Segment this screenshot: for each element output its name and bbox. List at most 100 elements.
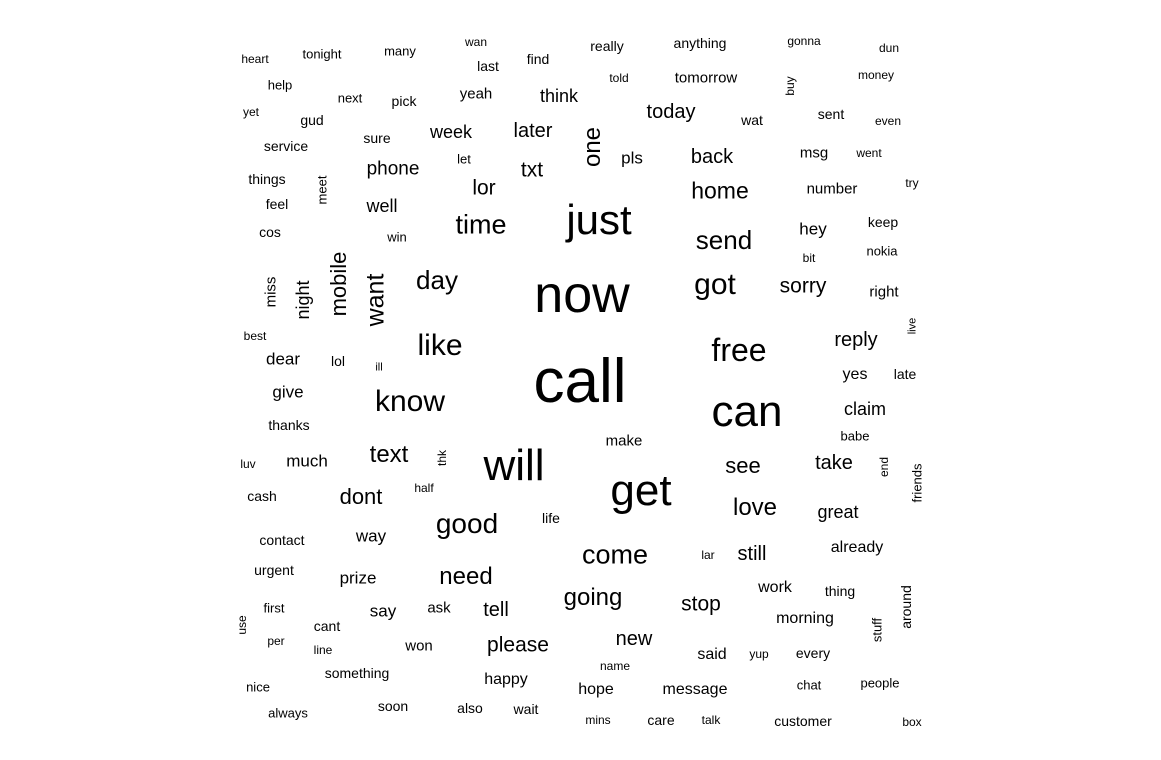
word-number: number [806, 180, 858, 198]
word-dun: dun [878, 41, 900, 55]
word-told: told [609, 71, 629, 85]
word-said: said [697, 646, 727, 663]
word-yet: yet [242, 105, 260, 119]
word-even: even [874, 114, 902, 128]
word-around: around [898, 585, 914, 629]
word-babe: babe [840, 428, 870, 444]
word-ill: ill [375, 361, 383, 374]
word-work: work [758, 579, 792, 596]
word-one: one [579, 126, 606, 168]
word-wait: wait [513, 701, 539, 717]
word-right: right [869, 283, 899, 301]
word-talk: talk [701, 713, 721, 727]
word-sorry: sorry [779, 274, 827, 298]
word-thanks: thanks [268, 417, 310, 433]
word-back: back [690, 146, 734, 168]
word-half: half [414, 481, 434, 495]
word-cash: cash [247, 488, 277, 504]
word-now: now [534, 266, 630, 324]
word-money: money [857, 68, 895, 82]
word-chat: chat [796, 677, 822, 693]
word-txt: txt [520, 158, 544, 182]
word-heart: heart [241, 52, 269, 66]
word-say: say [369, 601, 397, 621]
word-tomorrow: tomorrow [674, 69, 738, 87]
word-nice: nice [246, 679, 270, 695]
word-hey: hey [799, 219, 827, 239]
word-good: good [435, 508, 499, 539]
word-gud: gud [300, 112, 324, 128]
word-night: night [293, 280, 313, 320]
word-see: see [725, 453, 761, 478]
word-mobile: mobile [326, 251, 351, 317]
word-life: life [542, 510, 560, 526]
word-like: like [417, 329, 463, 362]
word-really: really [590, 38, 624, 54]
word-msg: msg [799, 144, 829, 162]
word-think: think [539, 86, 579, 106]
word-reply: reply [834, 329, 878, 351]
word-prize: prize [339, 568, 377, 588]
word-yes: yes [842, 366, 868, 383]
word-stop: stop [681, 592, 721, 616]
word-anything: anything [673, 35, 727, 51]
word-know: know [374, 385, 446, 418]
word-feel: feel [265, 196, 289, 212]
word-well: well [366, 196, 398, 216]
word-pick: pick [391, 93, 417, 109]
word-yeah: yeah [459, 85, 493, 103]
word-call: call [533, 347, 627, 416]
word-win: win [387, 229, 407, 245]
word-care: care [647, 712, 675, 728]
word-make: make [605, 432, 643, 450]
word-gonna: gonna [787, 34, 821, 48]
word-want: want [361, 273, 390, 327]
word-dont: dont [339, 484, 383, 509]
word-way: way [355, 526, 387, 546]
word-new: new [615, 628, 653, 650]
word-lol: lol [330, 353, 346, 369]
word-line: line [313, 643, 333, 657]
word-customer: customer [774, 713, 832, 729]
word-time: time [455, 209, 507, 240]
word-take: take [815, 452, 853, 474]
word-tell: tell [483, 599, 509, 621]
word-great: great [817, 502, 859, 522]
word-first: first [263, 600, 285, 616]
word-name: name [599, 659, 631, 673]
word-last: last [477, 58, 499, 74]
word-give: give [272, 382, 304, 402]
word-miss: miss [262, 276, 280, 308]
word-dear: dear [265, 349, 301, 369]
word-week: week [429, 122, 473, 142]
word-bit: bit [802, 251, 816, 265]
word-home: home [691, 177, 749, 204]
word-need: need [439, 563, 493, 590]
word-people: people [860, 675, 900, 691]
word-always: always [268, 705, 308, 721]
word-today: today [646, 101, 696, 123]
word-day: day [416, 265, 458, 295]
word-can: can [711, 387, 783, 436]
word-let: let [457, 151, 471, 167]
word-pls: pls [621, 148, 643, 168]
word-already: already [830, 539, 884, 556]
word-claim: claim [843, 399, 887, 419]
word-service: service [263, 138, 309, 154]
word-find: find [526, 51, 550, 67]
word-morning: morning [776, 610, 834, 627]
word-please: please [487, 633, 549, 657]
word-got: got [694, 268, 736, 301]
word-end: end [877, 456, 891, 478]
word-try: try [905, 176, 919, 190]
word-message: message [662, 681, 728, 698]
word-come: come [581, 539, 649, 570]
word-just: just [566, 196, 632, 243]
word-love: love [732, 494, 778, 521]
word-use: use [235, 615, 249, 635]
word-buy: buy [783, 76, 797, 96]
word-stuff: stuff [869, 617, 885, 643]
word-next: next [337, 90, 363, 106]
word-won: won [405, 637, 433, 655]
word-keep: keep [867, 214, 899, 230]
